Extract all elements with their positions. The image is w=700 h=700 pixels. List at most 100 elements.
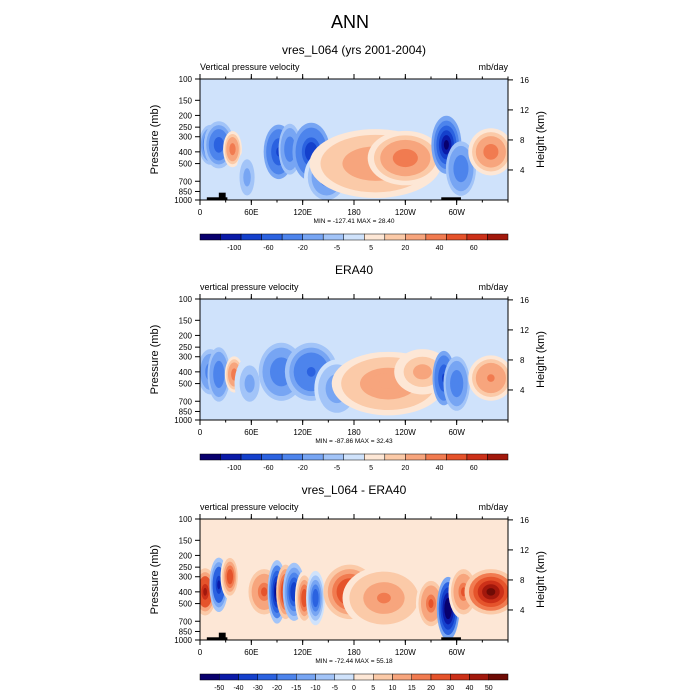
y-tick-label: 150: [179, 96, 193, 105]
colorbar-label: -5: [334, 465, 340, 472]
contour-band: [228, 572, 232, 581]
y-tick-label: 500: [179, 380, 193, 389]
topography: [218, 632, 226, 640]
colorbar-label: -100: [227, 465, 241, 472]
colorbar-swatch: [343, 233, 365, 241]
panel-2: ERA40 vertical pressure velocity mb/day 100…: [149, 263, 547, 472]
colorbar-swatch: [411, 673, 432, 681]
panel-right-label: mb/day: [478, 282, 508, 292]
y-tick-label: 700: [179, 177, 193, 186]
y2-tick-label: 12: [520, 546, 529, 555]
y2-tick-label: 12: [520, 106, 529, 115]
colorbar-swatch: [466, 233, 488, 241]
colorbar-swatch: [219, 673, 239, 681]
y-tick-label: 700: [179, 397, 193, 406]
contour-band: [399, 153, 412, 163]
y2-tick-label: 8: [520, 576, 525, 585]
colorbar-swatch: [261, 453, 283, 461]
x-tick-label: 0: [198, 648, 203, 657]
y-tick-label: 300: [179, 353, 193, 362]
colorbar-label: 10: [389, 685, 397, 692]
min-max-stats: MIN = -72.44 MAX = 55.18: [315, 658, 393, 665]
colorbar-swatch: [405, 453, 427, 461]
x-tick-label: 120E: [293, 208, 312, 217]
colorbar-swatch: [281, 233, 303, 241]
colorbar-label: 40: [436, 245, 444, 252]
colorbar-swatch: [373, 673, 393, 681]
x-tick-label: 180: [347, 648, 361, 657]
colorbar-swatch: [364, 233, 386, 241]
x-tick-label: 120W: [395, 428, 416, 437]
y2-tick-label: 4: [520, 606, 525, 615]
colorbar-swatch: [199, 453, 221, 461]
y-tick-label: 300: [179, 133, 193, 142]
panel-left-label: Vertical pressure velocity: [200, 62, 300, 72]
y-tick-label: 400: [179, 148, 193, 157]
colorbar-swatch: [343, 453, 365, 461]
colorbar-label: 60: [470, 245, 478, 252]
colorbar-swatch: [384, 233, 406, 241]
contour-band: [302, 593, 306, 603]
colorbar-label: -40: [233, 685, 243, 692]
y-tick-label: 100: [179, 515, 193, 524]
contour-band: [261, 587, 268, 597]
contour-band: [247, 379, 253, 389]
colorbar-label: 15: [408, 685, 416, 692]
colorbar-label: -5: [334, 245, 340, 252]
colorbar-label: 20: [401, 245, 409, 252]
y-axis-label: Pressure (mb): [149, 105, 161, 175]
colorbar-label: -50: [214, 685, 224, 692]
colorbar-label: -30: [253, 685, 263, 692]
contour-band: [245, 172, 249, 182]
colorbar-swatch: [487, 453, 509, 461]
y-tick-label: 500: [179, 600, 193, 609]
y2-tick-label: 8: [520, 356, 525, 365]
contour-band: [443, 139, 449, 150]
x-tick-label: 120E: [293, 428, 312, 437]
colorbar-label: 40: [466, 685, 474, 692]
colorbar-swatch: [466, 453, 488, 461]
x-tick-label: 60W: [448, 648, 465, 657]
colorbar-swatch: [281, 453, 303, 461]
y2-tick-label: 16: [520, 76, 529, 85]
panel-title: vres_L064 (yrs 2001-2004): [282, 43, 426, 57]
contour-band: [217, 580, 221, 590]
x-tick-label: 120W: [395, 208, 416, 217]
colorbar-label: 5: [369, 245, 373, 252]
colorbar-swatch: [430, 673, 451, 681]
topography: [206, 637, 228, 640]
colorbar-swatch: [315, 673, 335, 681]
panels: vres_L064 (yrs 2001-2004) Vertical pressu…: [149, 43, 547, 692]
colorbar-swatch: [405, 233, 427, 241]
colorbar-swatch: [302, 453, 324, 461]
x-tick-label: 180: [347, 428, 361, 437]
contour-band: [428, 599, 434, 609]
contour-band: [377, 592, 391, 604]
colorbar-swatch: [302, 233, 324, 241]
colorbar-swatch: [487, 233, 509, 241]
x-tick-label: 60W: [448, 428, 465, 437]
y2-axis-label: Height (km): [535, 551, 547, 608]
contour-band: [446, 603, 450, 614]
y-tick-label: 250: [179, 563, 193, 572]
y-tick-label: 150: [179, 536, 193, 545]
colorbar-swatch: [488, 673, 509, 681]
colorbar-swatch: [392, 673, 412, 681]
colorbar-label: 0: [352, 685, 356, 692]
colorbar-swatch: [322, 453, 344, 461]
colorbar-label: -15: [291, 685, 301, 692]
contour-field: [200, 299, 508, 420]
topography: [218, 192, 226, 200]
colorbar-swatch: [276, 673, 297, 681]
x-tick-label: 0: [198, 208, 203, 217]
colorbar-label: 5: [369, 465, 373, 472]
colorbar-swatch: [469, 673, 489, 681]
colorbar-label: 40: [436, 465, 444, 472]
contour-band: [487, 147, 495, 156]
y-tick-label: 200: [179, 551, 193, 560]
contour-band: [454, 379, 459, 389]
panel-right-label: mb/day: [478, 62, 508, 72]
x-tick-label: 180: [347, 208, 361, 217]
y-axis-label: Pressure (mb): [149, 325, 161, 395]
